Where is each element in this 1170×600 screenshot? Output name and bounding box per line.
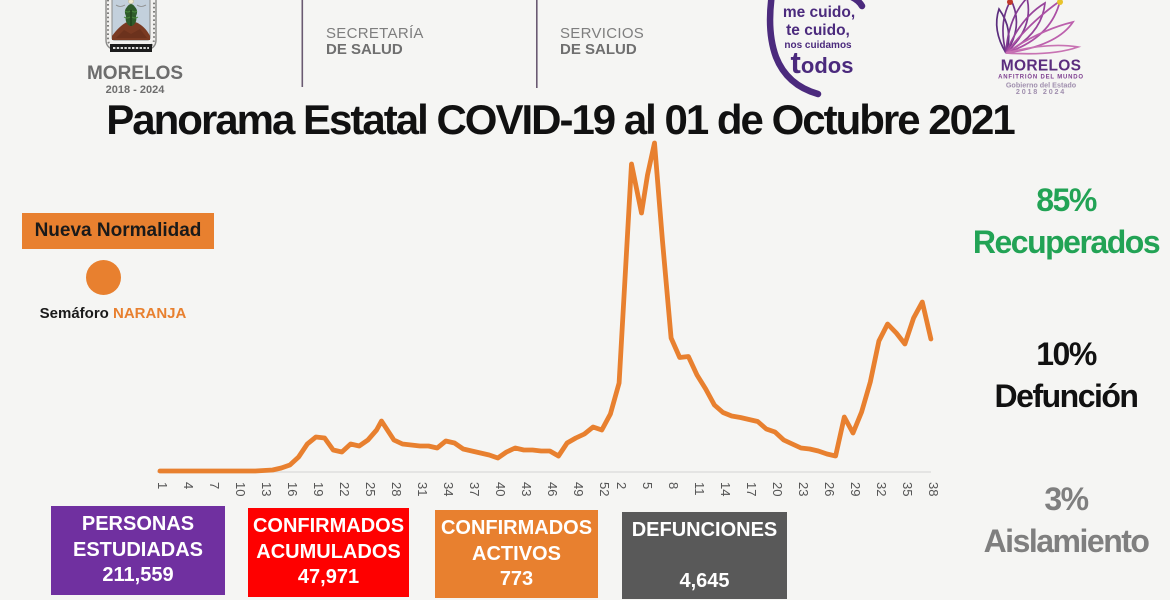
svg-text:20: 20 bbox=[770, 482, 785, 496]
svg-text:40: 40 bbox=[493, 482, 508, 496]
svg-text:31: 31 bbox=[415, 482, 430, 496]
svg-text:37: 37 bbox=[467, 482, 482, 496]
svg-text:8: 8 bbox=[666, 482, 681, 489]
svg-text:38: 38 bbox=[926, 482, 941, 496]
svg-text:22: 22 bbox=[337, 482, 352, 496]
svg-text:16: 16 bbox=[285, 482, 300, 496]
svg-text:19: 19 bbox=[311, 482, 326, 496]
svg-text:1: 1 bbox=[155, 482, 170, 489]
svg-text:MORELOS: MORELOS bbox=[1001, 58, 1081, 75]
svg-text:2: 2 bbox=[614, 482, 629, 489]
svg-text:ANFITRIÓN DEL MUNDO: ANFITRIÓN DEL MUNDO bbox=[998, 73, 1084, 81]
svg-text:Gobierno del Estado: Gobierno del Estado bbox=[1006, 81, 1077, 90]
svg-text:49: 49 bbox=[571, 482, 586, 496]
svg-text:29: 29 bbox=[848, 482, 863, 496]
svg-text:4: 4 bbox=[181, 482, 196, 489]
svg-text:11: 11 bbox=[692, 482, 707, 496]
svg-text:23: 23 bbox=[796, 482, 811, 496]
svg-text:7: 7 bbox=[207, 482, 222, 489]
svg-text:32: 32 bbox=[874, 482, 889, 496]
svg-text:35: 35 bbox=[900, 482, 915, 496]
svg-text:13: 13 bbox=[259, 482, 274, 496]
svg-text:14: 14 bbox=[718, 482, 733, 496]
svg-text:34: 34 bbox=[441, 482, 456, 496]
svg-text:te cuido,: te cuido, bbox=[786, 22, 850, 39]
svg-text:43: 43 bbox=[519, 482, 534, 496]
svg-text:26: 26 bbox=[822, 482, 837, 496]
svg-text:nos cuidamos: nos cuidamos bbox=[784, 40, 852, 51]
svg-text:46: 46 bbox=[545, 482, 560, 496]
svg-text:10: 10 bbox=[233, 482, 248, 496]
svg-text:28: 28 bbox=[389, 482, 404, 496]
svg-text:17: 17 bbox=[744, 482, 759, 496]
svg-text:25: 25 bbox=[363, 482, 378, 496]
svg-text:5: 5 bbox=[640, 482, 655, 489]
svg-text:52: 52 bbox=[597, 482, 612, 496]
svg-text:me cuido,: me cuido, bbox=[783, 4, 855, 21]
svg-text:2018 2024: 2018 2024 bbox=[1016, 87, 1066, 96]
